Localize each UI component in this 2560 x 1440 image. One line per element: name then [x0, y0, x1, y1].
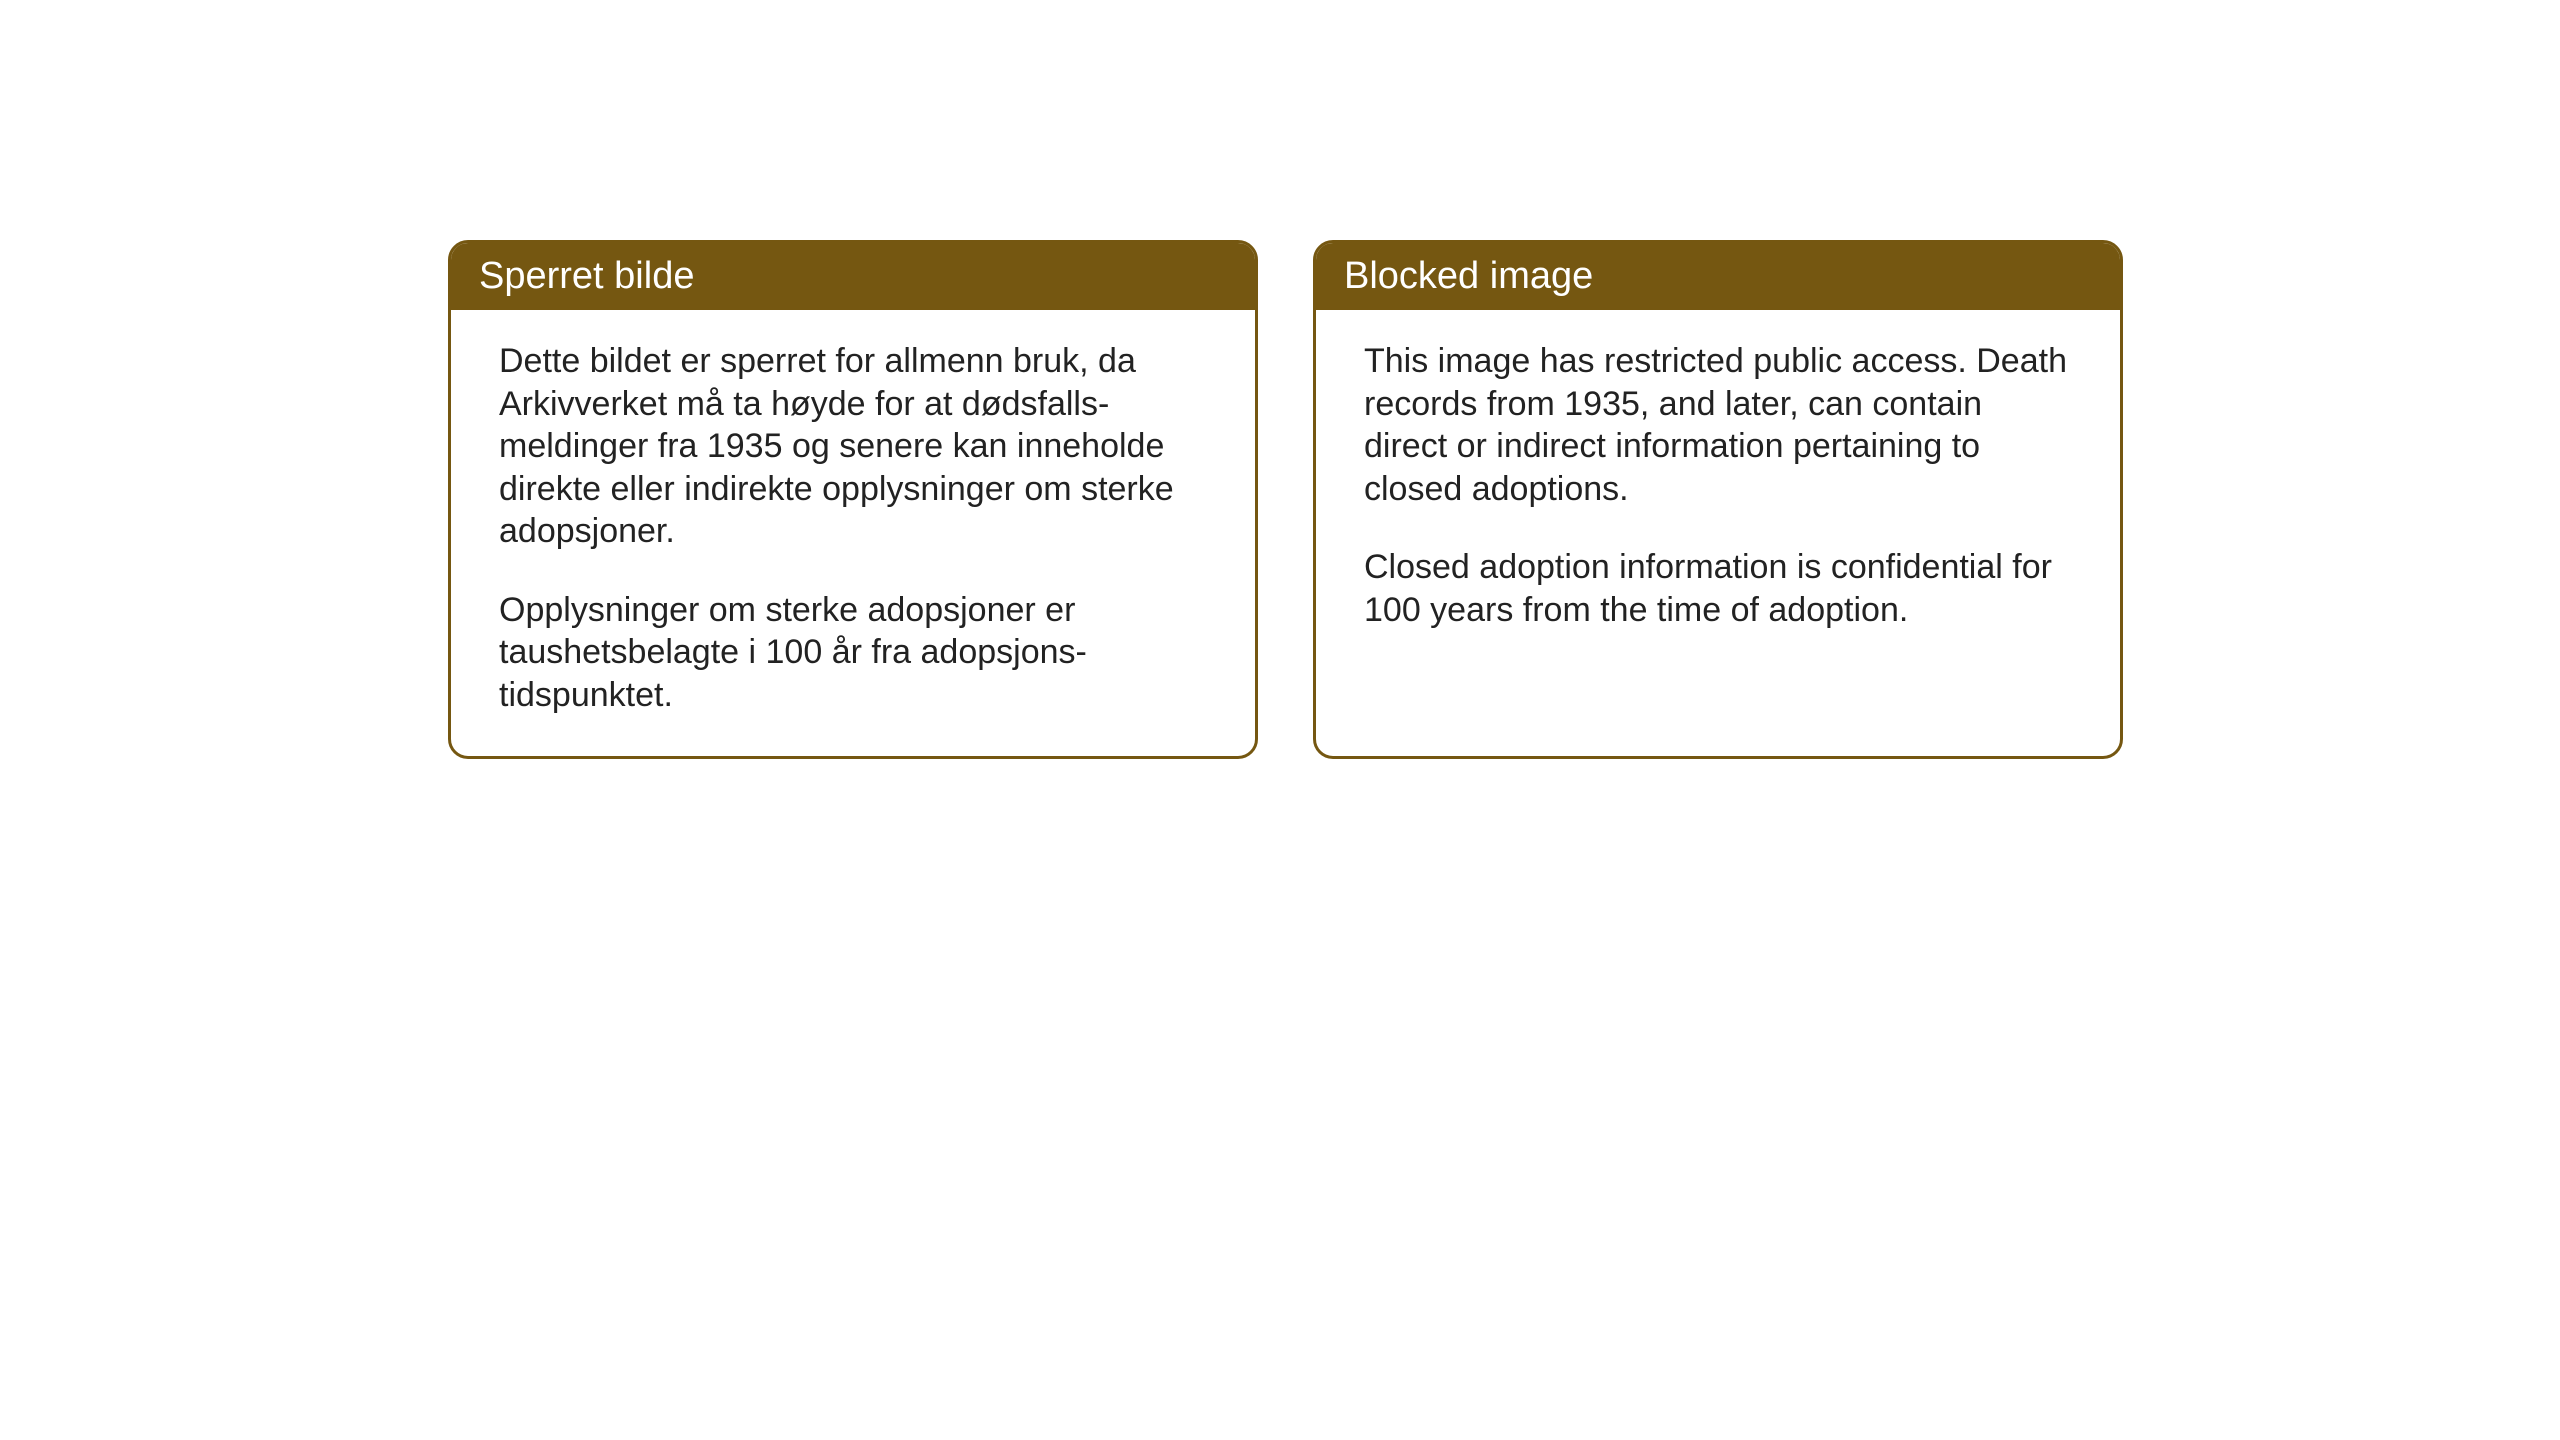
notice-body-english: This image has restricted public access.…	[1316, 310, 2120, 751]
notice-paragraph: This image has restricted public access.…	[1364, 340, 2072, 510]
notice-header-norwegian: Sperret bilde	[451, 243, 1255, 310]
notice-paragraph: Closed adoption information is confident…	[1364, 546, 2072, 631]
notice-header-english: Blocked image	[1316, 243, 2120, 310]
notice-box-english: Blocked image This image has restricted …	[1313, 240, 2123, 759]
notice-box-norwegian: Sperret bilde Dette bildet er sperret fo…	[448, 240, 1258, 759]
notice-paragraph: Dette bildet er sperret for allmenn bruk…	[499, 340, 1207, 553]
notice-container: Sperret bilde Dette bildet er sperret fo…	[448, 240, 2123, 759]
notice-paragraph: Opplysninger om sterke adopsjoner er tau…	[499, 589, 1207, 717]
notice-body-norwegian: Dette bildet er sperret for allmenn bruk…	[451, 310, 1255, 756]
